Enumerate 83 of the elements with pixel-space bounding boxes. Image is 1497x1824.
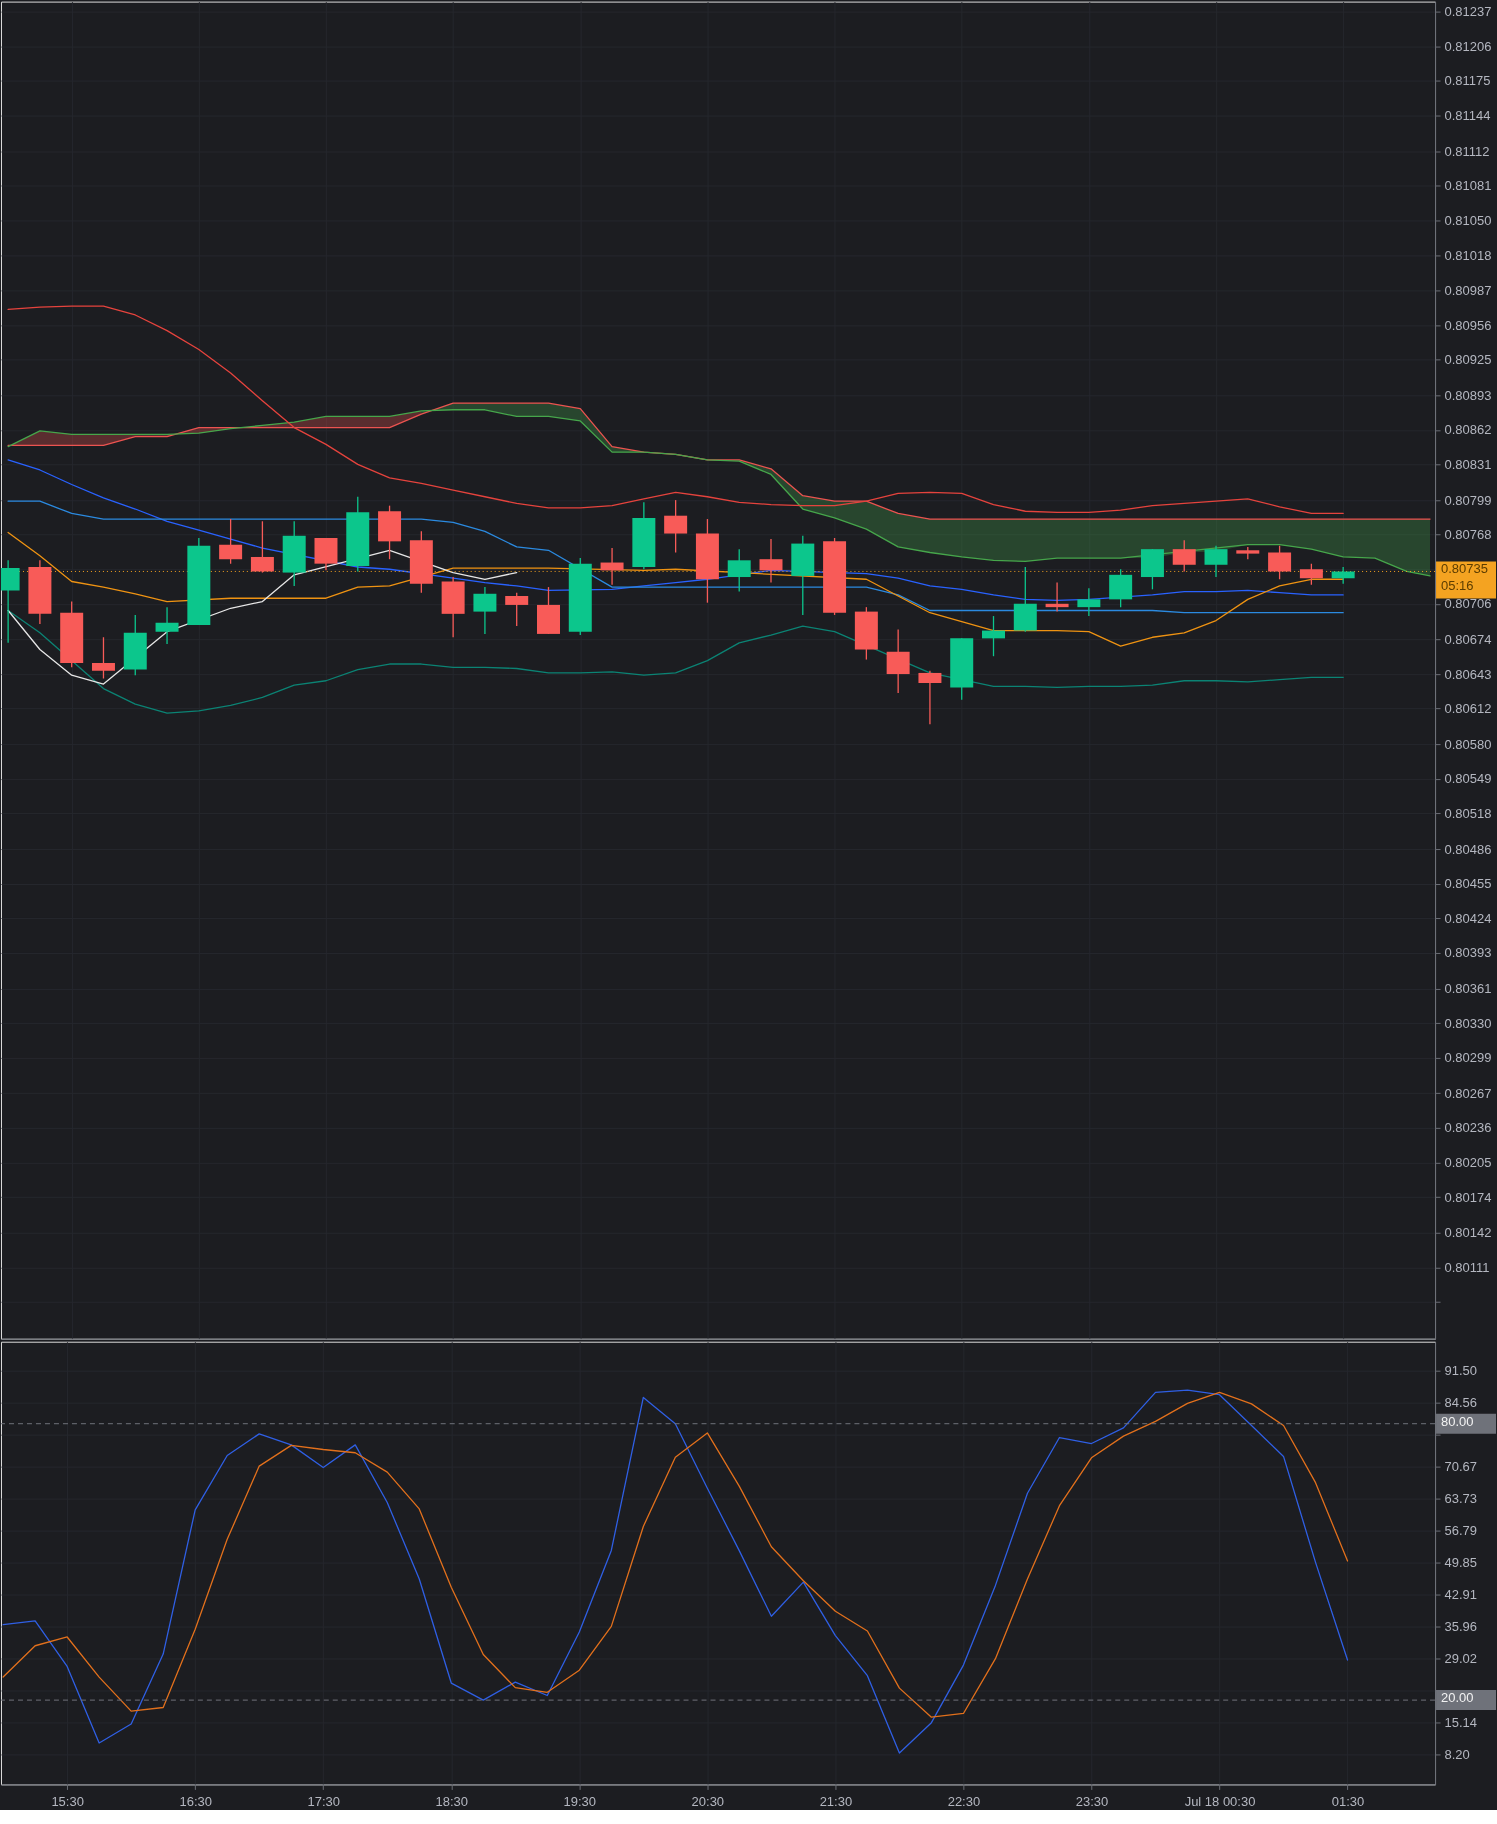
candlestick [727,548,751,593]
x-tick-label: 15:30 [51,1793,84,1809]
x-tick-label: Jul 18 00:30 [1184,1793,1256,1809]
candlestick [1204,545,1228,578]
y-tick-label: 0.80111 [1444,1259,1490,1275]
candlestick [600,547,624,586]
x-tick-label: 19:30 [563,1793,597,1809]
y-tick-label: 0.80956 [1444,317,1492,333]
line-series [7,305,1344,515]
y-tick-label: 15.14 [1444,1715,1478,1730]
line-series [7,500,1344,614]
y-tick-label: 0.80549 [1444,771,1492,787]
candlestick [1045,581,1069,613]
x-tick-label: 22:30 [947,1793,981,1809]
y-tick-label: 0.80580 [1444,736,1492,752]
candlestick [759,538,783,584]
candlestick [918,670,942,725]
y-tick-label: 0.80361 [1444,981,1492,997]
y-tick-label: 0.80831 [1444,456,1492,472]
y-tick-label: 8.20 [1444,1746,1470,1762]
y-tick-label: 91.50 [1444,1363,1478,1379]
x-tick-label: 20:30 [691,1793,725,1809]
y-tick-label: 35.96 [1444,1619,1478,1635]
y-tick-label: 0.80299 [1444,1050,1492,1066]
y-tick-label: 42.91 [1444,1587,1478,1603]
candlestick [1268,545,1292,580]
x-tick-label: 23:30 [1075,1793,1109,1809]
ref-line-label: 20.00 [1441,1690,1474,1706]
y-tick-label: 0.81081 [1444,178,1492,194]
y-tick-label: 0.80205 [1444,1155,1492,1171]
y-tick-label: 0.80706 [1444,596,1492,612]
ref-line-label: 80.00 [1441,1413,1474,1429]
candlestick [250,520,274,574]
y-tick-label: 0.80330 [1444,1015,1492,1031]
y-tick-label: 0.81144 [1444,107,1491,123]
y-tick-label: 29.02 [1444,1651,1478,1667]
y-tick-label: 0.80174 [1444,1189,1492,1205]
y-tick-label: 70.67 [1444,1459,1478,1475]
y-tick-label: 0.80799 [1444,492,1492,508]
y-tick-label: 63.73 [1444,1491,1478,1507]
y-tick-label: 0.81175 [1444,73,1491,89]
y-tick-label: 0.80518 [1444,805,1492,821]
y-tick-label: 0.80236 [1444,1120,1492,1136]
y-tick-label: 0.80393 [1444,945,1492,961]
candlestick [1299,563,1323,586]
x-tick-label: 01:30 [1331,1793,1365,1809]
y-tick-label: 0.80862 [1444,422,1492,438]
y-tick-label: 0.80893 [1444,387,1492,403]
y-tick-label: 0.81237 [1444,4,1492,20]
candlestick [473,586,497,635]
y-tick-label: 0.80987 [1444,282,1492,298]
y-tick-label: 0.80267 [1444,1085,1492,1101]
candlestick [886,628,910,694]
y-tick-label: 0.80486 [1444,841,1492,857]
y-tick-label: 0.80768 [1444,527,1492,543]
y-tick-label: 0.80612 [1444,701,1492,717]
y-tick-label: 0.80674 [1444,631,1492,647]
candlestick [505,592,529,627]
candlestick [155,606,179,645]
candlestick [219,518,243,565]
candlestick [1172,539,1196,573]
y-tick-label: 49.85 [1444,1555,1478,1571]
line-series [7,609,1344,714]
y-tick-label: 56.79 [1444,1523,1478,1539]
y-tick-label: 0.80643 [1444,666,1492,682]
candlestick [1077,587,1101,617]
candlestick [982,615,1005,657]
x-tick-label: 18:30 [435,1793,469,1809]
y-tick-label: 0.81050 [1444,212,1492,228]
y-tick-label: 0.80142 [1444,1225,1492,1241]
y-tick-label: 0.81206 [1444,38,1492,54]
y-tick-label: 0.80925 [1444,352,1492,368]
y-tick-label: 0.80424 [1444,910,1492,926]
y-tick-label: 0.81112 [1444,143,1490,159]
candlestick [91,636,115,680]
y-tick-label: 0.81018 [1444,248,1492,264]
x-tick-label: 21:30 [819,1793,853,1809]
x-tick-label: 16:30 [179,1793,212,1809]
candlestick [664,499,688,554]
y-tick-label: 84.56 [1444,1395,1478,1411]
y-tick-label: 0.80455 [1444,876,1492,892]
ref-line-label: 0.80735 05:16 [1441,561,1488,594]
x-tick-label: 17:30 [307,1793,340,1809]
